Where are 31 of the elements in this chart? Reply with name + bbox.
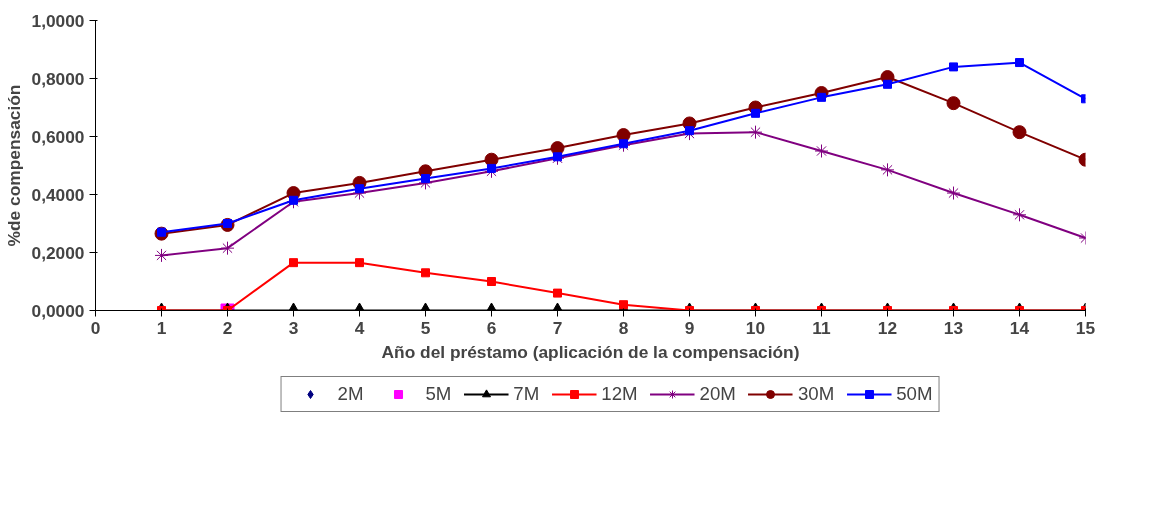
x-tick-label: 7 <box>552 317 563 338</box>
x-tick-label: 4 <box>354 317 365 338</box>
legend-label: 7M <box>513 383 540 405</box>
x-tick-label: 0 <box>90 317 101 338</box>
x-tick-label: 10 <box>745 317 766 338</box>
x-tick-label: 1 <box>156 317 167 338</box>
x-tick-label: 5 <box>420 317 431 338</box>
x-tick-label: 11 <box>812 317 832 338</box>
x-tick-label: 12 <box>877 317 898 338</box>
y-tick-label: 0,4000 <box>31 184 85 205</box>
x-tick-label: 15 <box>1075 317 1096 338</box>
y-axis-title: %de compensación <box>3 84 24 247</box>
legend-label: 30M <box>797 383 835 405</box>
x-tick-label: 9 <box>684 317 695 338</box>
legend-label: 2M <box>337 383 364 405</box>
x-tick-label: 8 <box>618 317 629 338</box>
x-tick-label: 2 <box>222 317 233 338</box>
y-tick-label: 0,0000 <box>31 300 85 321</box>
legend-label: 20M <box>699 383 736 405</box>
y-tick-label: 0,8000 <box>31 68 85 89</box>
x-tick-label: 3 <box>288 317 299 338</box>
x-axis-title: Año del préstamo (aplicación de la compensación) <box>381 341 800 362</box>
x-tick-label: 13 <box>943 317 964 338</box>
y-tick-label: 1,0000 <box>31 10 85 31</box>
legend-label: 12M <box>601 383 638 405</box>
x-tick-label: 14 <box>1009 317 1030 338</box>
legend-label: 5M <box>425 383 452 405</box>
x-tick-label: 6 <box>486 317 497 338</box>
legend-label: 50M <box>896 383 933 405</box>
y-tick-label: 0,2000 <box>31 242 85 263</box>
y-tick-label: 0,6000 <box>31 126 85 147</box>
